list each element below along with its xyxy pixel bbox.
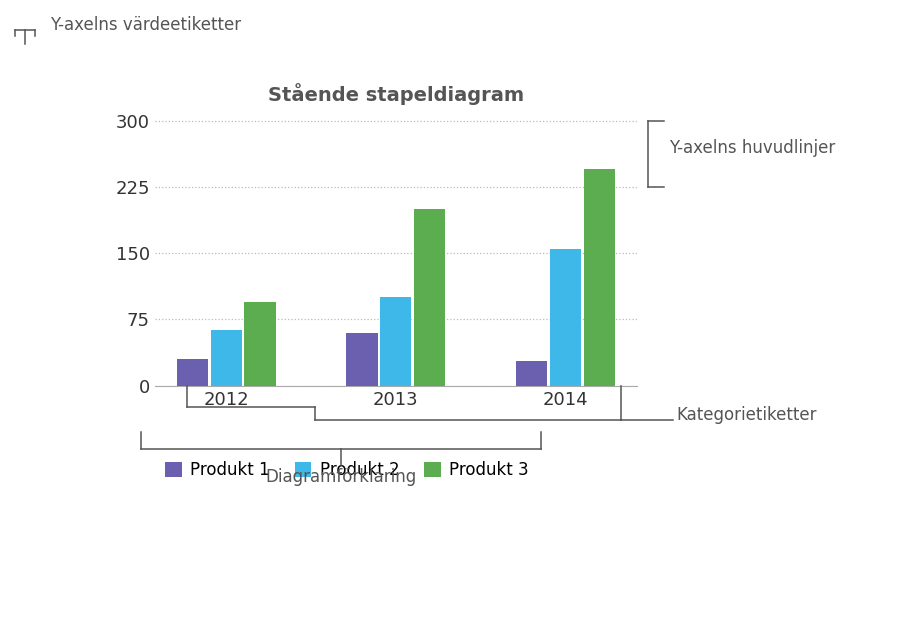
Bar (550, 249, 581, 386)
Bar (584, 169, 615, 386)
Legend: Produkt 1, Produkt 2, Produkt 3: Produkt 1, Produkt 2, Produkt 3 (158, 454, 535, 486)
Bar (414, 209, 445, 386)
Text: Y-axelns huvudlinjer: Y-axelns huvudlinjer (669, 139, 835, 157)
Bar (380, 297, 411, 386)
Title: Stående stapeldiagram: Stående stapeldiagram (268, 83, 524, 105)
Text: Kategorietiketter: Kategorietiketter (676, 406, 816, 424)
Text: Diagramförklaring: Diagramförklaring (266, 468, 417, 486)
Bar (347, 333, 378, 386)
Bar (177, 359, 207, 386)
Bar (245, 302, 276, 386)
Bar (210, 330, 242, 386)
Text: Y-axelns värdeetiketter: Y-axelns värdeetiketter (50, 16, 241, 34)
Bar (516, 361, 547, 386)
